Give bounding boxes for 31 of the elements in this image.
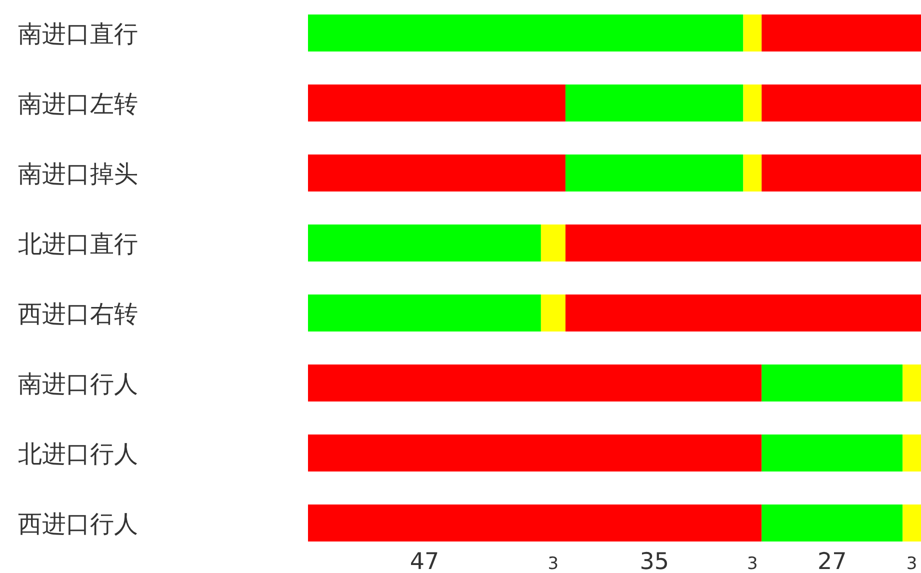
annotation: 27 xyxy=(817,549,847,573)
y-tick-label: 南进口直行 xyxy=(18,20,138,48)
bar xyxy=(743,154,762,192)
bar xyxy=(743,84,762,122)
y-tick-label: 西进口右转 xyxy=(18,300,138,328)
y-tick-label: 北进口行人 xyxy=(18,440,138,468)
annotation: 47 xyxy=(410,549,440,573)
bar xyxy=(308,84,566,122)
bar xyxy=(308,154,566,192)
bar xyxy=(308,504,762,542)
bar xyxy=(762,504,903,542)
bar xyxy=(762,434,903,472)
bar xyxy=(565,154,744,192)
bar xyxy=(902,364,921,402)
bar xyxy=(308,434,762,472)
y-tick-label: 北进口直行 xyxy=(18,230,138,258)
annotation: 35 xyxy=(640,549,669,573)
bar xyxy=(902,504,921,542)
y-tick-label: 南进口行人 xyxy=(18,370,138,398)
bar xyxy=(762,84,921,122)
y-tick-label: 西进口行人 xyxy=(18,510,138,538)
bar xyxy=(902,434,921,472)
bar xyxy=(762,364,903,402)
bar xyxy=(565,84,744,122)
annotation: 3 xyxy=(906,554,918,573)
bar xyxy=(762,154,921,192)
bar xyxy=(308,364,762,402)
annotation: 3 xyxy=(747,554,758,573)
y-tick-label: 南进口左转 xyxy=(18,90,138,118)
y-tick-label: 南进口掉头 xyxy=(18,160,138,188)
annotation: 3 xyxy=(548,554,559,573)
